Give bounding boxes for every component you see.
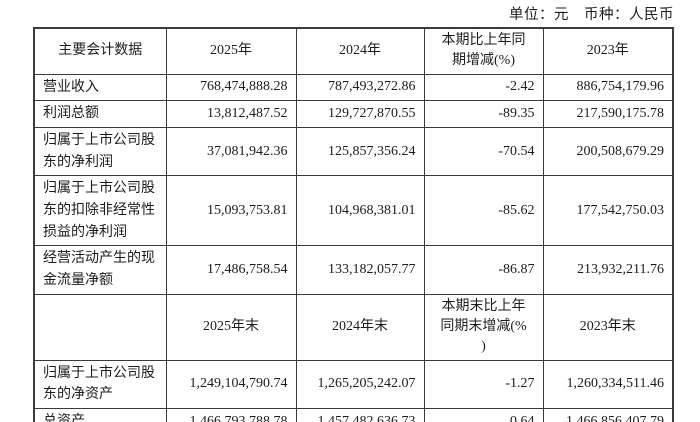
table-row: 归属于上市公司股东的净资产 1,249,104,790.74 1,265,205,2…: [33, 359, 674, 410]
header-cell-year: 本期比上年同 期增减(%): [423, 27, 544, 75]
table-row: 营业收入 768,474,888.28 787,493,272.86 -2.42 886…: [33, 73, 674, 102]
cell-value: 200,508,679.29: [542, 126, 674, 177]
cell-value: 15,093,753.81: [165, 175, 297, 247]
cell-value: 1,466,793,788.78: [165, 408, 297, 422]
cell-value: 217,590,175.78: [542, 100, 674, 128]
header-row: 主要会计数据 2025年 2024年 本期比上年同 期增减(%) 2023年: [33, 27, 674, 75]
cell-value: -2.42: [423, 73, 544, 102]
row-label: 归属于上市公司股东的净利润: [33, 126, 167, 177]
cell-value: 177,542,750.03: [542, 175, 674, 247]
cell-value: 104,968,381.01: [295, 175, 425, 247]
cell-value: -86.87: [423, 245, 544, 295]
row-label: 营业收入: [33, 73, 167, 102]
financial-table: 主要会计数据 2025年 2024年 本期比上年同 期增减(%) 2023年 营业收入 76…: [33, 27, 674, 422]
table-row: 利润总额 13,812,487.52 129,727,870.55 -89.35 217…: [33, 100, 674, 128]
cell-value: 17,486,758.54: [165, 245, 297, 295]
cell-value: -85.62: [423, 175, 544, 247]
row-label: 经营活动产生的现金流量净额: [33, 245, 167, 295]
table-row: 总资产 1,466,793,788.78 1,457,482,636.73 0.64 1…: [33, 408, 674, 422]
cell-value: 768,474,888.28: [165, 73, 297, 102]
row-label: 利润总额: [33, 100, 167, 128]
table-row: 归属于上市公司股东的扣除非经常性损益的净利润 15,093,753.81 104,9…: [33, 175, 674, 247]
cell-value: 213,932,211.76: [542, 245, 674, 295]
row-label: 总资产: [33, 408, 167, 422]
header-cell-year: 2024年: [295, 27, 425, 75]
cell-value: -1.27: [423, 359, 544, 410]
header-cell-year: 本期末比上年 同期末增减(% ): [423, 293, 544, 361]
cell-value: 1,265,205,242.07: [295, 359, 425, 410]
header-cell-year: 2023年: [542, 27, 674, 75]
cell-value: -70.54: [423, 126, 544, 177]
cell-value: 1,466,856,407.79: [542, 408, 674, 422]
cell-value: 125,857,356.24: [295, 126, 425, 177]
unit-currency-label: 单位：元 币种：人民币: [509, 7, 674, 23]
header-cell-year: 2025年末: [165, 293, 297, 361]
row-label: 归属于上市公司股东的净资产: [33, 359, 167, 410]
financial-table-body: 主要会计数据 2025年 2024年 本期比上年同 期增减(%) 2023年 营业收入 76…: [33, 27, 674, 422]
table-row: 经营活动产生的现金流量净额 17,486,758.54 133,182,057.77…: [33, 245, 674, 295]
cell-value: 1,249,104,790.74: [165, 359, 297, 410]
header-cell-label: [33, 293, 167, 361]
cell-value: 129,727,870.55: [295, 100, 425, 128]
cell-value: 1,457,482,636.73: [295, 408, 425, 422]
header-row: 2025年末 2024年末 本期末比上年 同期末增减(% ) 2023年末: [33, 293, 674, 361]
cell-value: -89.35: [423, 100, 544, 128]
header-cell-label: 主要会计数据: [33, 27, 167, 75]
cell-value: 13,812,487.52: [165, 100, 297, 128]
header-cell-year: 2023年末: [542, 293, 674, 361]
cell-value: 133,182,057.77: [295, 245, 425, 295]
cell-value: 0.64: [423, 408, 544, 422]
row-label: 归属于上市公司股东的扣除非经常性损益的净利润: [33, 175, 167, 247]
cell-value: 886,754,179.96: [542, 73, 674, 102]
cell-value: 1,260,334,511.46: [542, 359, 674, 410]
header-cell-year: 2024年末: [295, 293, 425, 361]
cell-value: 787,493,272.86: [295, 73, 425, 102]
header-cell-year: 2025年: [165, 27, 297, 75]
table-row: 归属于上市公司股东的净利润 37,081,942.36 125,857,356.24…: [33, 126, 674, 177]
cell-value: 37,081,942.36: [165, 126, 297, 177]
